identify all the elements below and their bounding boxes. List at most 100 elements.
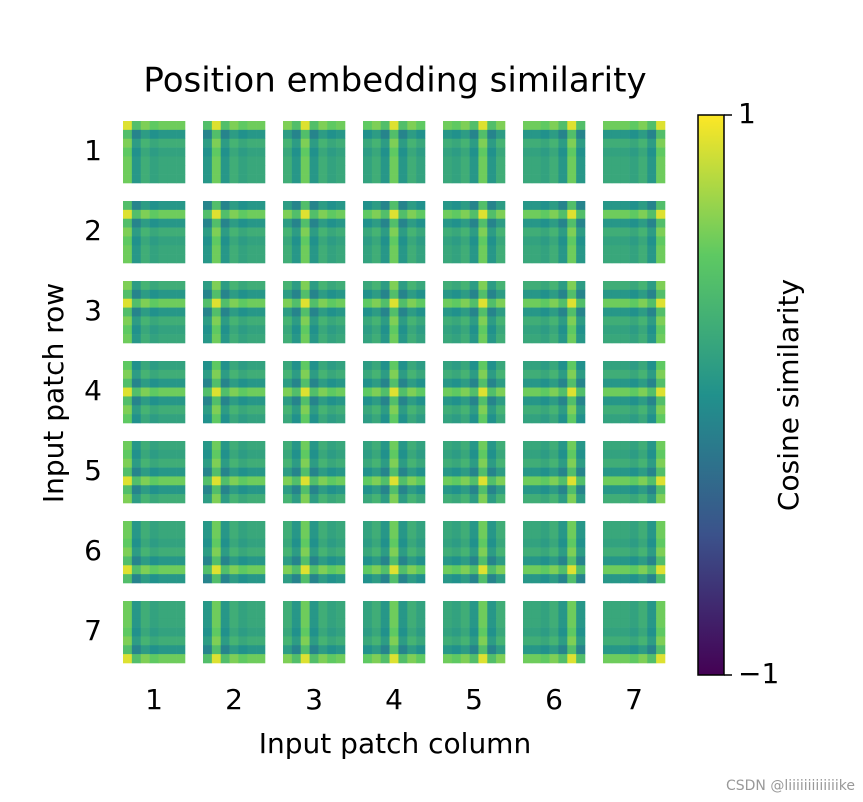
heatmap-cell bbox=[629, 618, 639, 628]
heatmap-cell bbox=[576, 396, 586, 406]
heatmap-cell bbox=[140, 227, 150, 237]
heatmap-cell bbox=[309, 254, 319, 264]
heatmap-cell bbox=[309, 441, 319, 451]
heatmap-cell bbox=[416, 289, 426, 300]
heatmap-cell bbox=[211, 236, 222, 246]
heatmap-cell bbox=[238, 494, 248, 504]
heatmap-cell bbox=[558, 574, 568, 584]
heatmap-cell bbox=[398, 316, 408, 326]
heatmap-cell bbox=[478, 485, 488, 495]
heatmap-cell bbox=[638, 245, 648, 255]
heatmap-cell bbox=[460, 494, 470, 504]
heatmap-cell bbox=[531, 556, 542, 566]
heatmap-cell bbox=[416, 209, 426, 220]
heatmap-cell bbox=[220, 316, 230, 326]
heatmap-cell bbox=[603, 325, 613, 335]
heatmap-cell bbox=[611, 236, 622, 246]
heatmap-cell bbox=[167, 334, 177, 344]
y-tick-label: 3 bbox=[84, 294, 102, 327]
heatmap-cell bbox=[620, 378, 630, 388]
heatmap-cell bbox=[523, 645, 533, 655]
heatmap-cell bbox=[229, 129, 239, 140]
heatmap-cell bbox=[371, 441, 382, 451]
heatmap-cell bbox=[451, 467, 462, 477]
heatmap-cell bbox=[549, 156, 559, 166]
heatmap-cell bbox=[638, 165, 648, 175]
heatmap-cell bbox=[300, 201, 310, 211]
heatmap-cell bbox=[211, 325, 222, 335]
heatmap-cell bbox=[300, 565, 310, 575]
heatmap-cell bbox=[256, 414, 266, 424]
heatmap-cell bbox=[318, 627, 328, 637]
heatmap-cell bbox=[407, 405, 417, 415]
heatmap-cell bbox=[469, 529, 479, 540]
heatmap-cell bbox=[567, 645, 577, 655]
heatmap-cell bbox=[398, 645, 408, 655]
heatmap-cell bbox=[256, 476, 266, 486]
heatmap-cell bbox=[478, 574, 488, 584]
heatmap-cell bbox=[611, 494, 622, 504]
heatmap-cell bbox=[371, 254, 382, 264]
heatmap-cell bbox=[389, 298, 399, 308]
heatmap-cell bbox=[176, 227, 186, 237]
heatmap-cell bbox=[149, 645, 159, 655]
heatmap-cell bbox=[469, 174, 479, 184]
heatmap-cell bbox=[256, 565, 266, 575]
heatmap-cell bbox=[496, 316, 506, 326]
heatmap-cell bbox=[380, 449, 390, 460]
heatmap-cell bbox=[238, 387, 248, 397]
heatmap-cell bbox=[647, 521, 657, 531]
heatmap-cell bbox=[576, 414, 586, 424]
heatmap-cell bbox=[336, 147, 346, 157]
heatmap-cell bbox=[318, 396, 328, 406]
heatmap-cell bbox=[638, 414, 648, 424]
heatmap-cell bbox=[460, 609, 470, 620]
heatmap-cell bbox=[283, 298, 293, 308]
heatmap-cell bbox=[229, 245, 239, 255]
heatmap-cell bbox=[229, 165, 239, 175]
heatmap-cell bbox=[416, 325, 426, 335]
heatmap-cell bbox=[558, 129, 568, 140]
heatmap-cell bbox=[603, 129, 613, 140]
heatmap-cell bbox=[220, 147, 230, 157]
heatmap-cell bbox=[558, 458, 568, 468]
heatmap-cell bbox=[247, 138, 257, 148]
heatmap-cell bbox=[291, 201, 302, 211]
heatmap-cell bbox=[451, 174, 462, 184]
heatmap-cell bbox=[407, 458, 417, 468]
heatmap-cell bbox=[131, 378, 142, 388]
heatmap-cell bbox=[149, 618, 159, 628]
heatmap-cell bbox=[318, 218, 328, 228]
heatmap-cell bbox=[318, 334, 328, 344]
heatmap-cell bbox=[203, 281, 213, 291]
heatmap-cell bbox=[158, 254, 168, 264]
heatmap-cell bbox=[247, 449, 257, 460]
heatmap-cell bbox=[487, 441, 497, 451]
heatmap-cell bbox=[123, 601, 133, 611]
heatmap-cell bbox=[371, 209, 382, 220]
heatmap-cell bbox=[309, 361, 319, 371]
heatmap-cell bbox=[540, 281, 550, 291]
heatmap-cell bbox=[487, 485, 497, 495]
heatmap-cell bbox=[220, 325, 230, 335]
heatmap-cell bbox=[158, 396, 168, 406]
heatmap-cell bbox=[176, 316, 186, 326]
heatmap-cell bbox=[203, 529, 213, 540]
heatmap-cell bbox=[220, 361, 230, 371]
heatmap-cell bbox=[496, 476, 506, 486]
heatmap-cell bbox=[620, 387, 630, 397]
heatmap-cell bbox=[336, 218, 346, 228]
heatmap-cell bbox=[256, 449, 266, 460]
heatmap-cell bbox=[603, 121, 613, 131]
heatmap-cell bbox=[460, 565, 470, 575]
heatmap-cell bbox=[247, 378, 257, 388]
heatmap-cell bbox=[300, 174, 310, 184]
heatmap-cell bbox=[523, 165, 533, 175]
heatmap-cell bbox=[469, 254, 479, 264]
heatmap-cell bbox=[283, 449, 293, 460]
heatmap-cell bbox=[176, 618, 186, 628]
heatmap-cell bbox=[443, 316, 453, 326]
heatmap-cell bbox=[647, 138, 657, 148]
heatmap-cell bbox=[487, 645, 497, 655]
heatmap-cell bbox=[531, 281, 542, 291]
